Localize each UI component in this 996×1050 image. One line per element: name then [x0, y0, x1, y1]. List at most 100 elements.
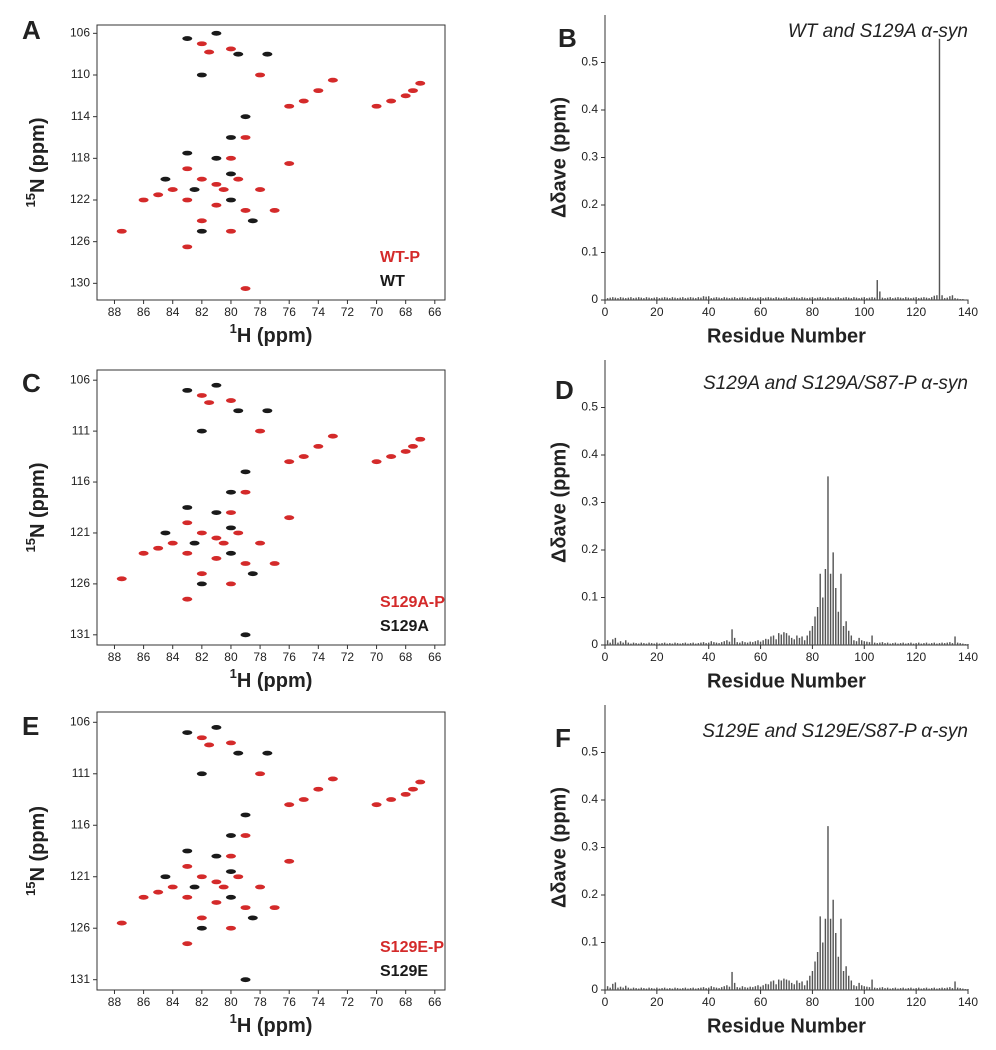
bar — [637, 297, 640, 300]
bar — [780, 980, 783, 990]
peak — [371, 103, 382, 109]
bar — [796, 635, 798, 645]
bar — [736, 298, 738, 300]
bar — [788, 298, 790, 300]
x-tick-label: 72 — [341, 650, 355, 664]
peak — [233, 408, 244, 414]
bar — [772, 298, 775, 300]
bar — [962, 643, 964, 645]
bar — [617, 987, 619, 990]
peak — [240, 833, 251, 838]
peak — [211, 382, 222, 388]
bar — [666, 297, 668, 300]
bar — [622, 297, 624, 300]
bar — [762, 985, 764, 990]
bar — [770, 297, 772, 300]
bar — [661, 988, 663, 990]
peak — [284, 802, 295, 808]
x-tick-label: 40 — [702, 995, 716, 1009]
bar — [609, 297, 611, 300]
bar — [656, 297, 658, 300]
bar — [876, 988, 878, 990]
peak — [298, 797, 309, 802]
bar — [682, 988, 684, 990]
bar — [855, 986, 858, 990]
plot-frame — [96, 24, 446, 301]
bar — [744, 297, 746, 300]
bar — [907, 643, 910, 645]
bar — [848, 630, 850, 645]
bar — [796, 980, 798, 990]
bar — [915, 643, 917, 645]
x-tick-label: 140 — [958, 305, 978, 319]
bar — [816, 297, 819, 300]
y-tick-label: 110 — [71, 67, 90, 81]
peak — [415, 779, 426, 785]
peak — [255, 540, 266, 546]
peak — [196, 228, 207, 234]
bar — [923, 297, 925, 300]
bar — [803, 297, 806, 300]
x-tick-label: 66 — [428, 305, 442, 319]
bar — [801, 636, 803, 645]
y-tick-label: 106 — [70, 26, 90, 40]
y-tick-label: 0.3 — [581, 495, 598, 509]
bar — [705, 988, 707, 990]
x-tick-label: 68 — [399, 305, 413, 319]
y-tick-label: 131 — [70, 627, 90, 641]
axis-label: 1H (ppm) — [230, 321, 313, 347]
peak — [386, 98, 397, 104]
bar — [798, 637, 801, 645]
bar — [640, 642, 643, 645]
peak — [240, 489, 251, 495]
peak — [196, 218, 207, 224]
peak — [284, 515, 295, 521]
y-tick-label: 111 — [72, 766, 91, 780]
peak — [233, 51, 244, 57]
bar — [661, 643, 663, 645]
x-tick-label: 88 — [108, 995, 122, 1009]
bar — [767, 297, 770, 300]
bar — [853, 985, 855, 990]
bar — [853, 640, 855, 645]
bar — [840, 573, 842, 645]
bar — [617, 298, 619, 300]
bar — [702, 296, 705, 300]
bar — [728, 641, 731, 645]
bar — [964, 989, 967, 990]
bar — [695, 988, 697, 990]
peak — [284, 103, 295, 109]
legend-entry: S129A — [380, 618, 429, 635]
bar — [788, 980, 790, 990]
bar — [648, 297, 650, 300]
bar — [855, 297, 858, 300]
peak — [160, 530, 171, 536]
bar — [713, 987, 715, 990]
y-tick-label: 0.2 — [581, 887, 598, 901]
peak — [196, 393, 207, 398]
y-tick-label: 0.5 — [581, 55, 598, 69]
bar — [726, 985, 728, 990]
peak — [240, 905, 251, 911]
x-tick-label: 72 — [341, 305, 355, 319]
bar — [827, 297, 829, 300]
bar — [959, 299, 961, 300]
bar — [951, 988, 954, 990]
bar — [650, 643, 653, 645]
bar — [684, 642, 687, 645]
bar — [873, 987, 876, 990]
peak — [116, 920, 127, 926]
x-tick-label: 84 — [166, 995, 180, 1009]
peak — [182, 150, 193, 156]
bar — [930, 297, 933, 300]
bar — [868, 987, 871, 990]
peak — [211, 155, 222, 161]
bar — [938, 643, 941, 645]
plot-frame — [96, 711, 446, 991]
panel-letter: D — [555, 375, 574, 405]
x-tick-label: 80 — [224, 305, 238, 319]
axis-label: 15N (ppm) — [23, 117, 49, 207]
bar — [752, 642, 754, 645]
bar — [765, 983, 767, 990]
bar — [640, 297, 643, 300]
